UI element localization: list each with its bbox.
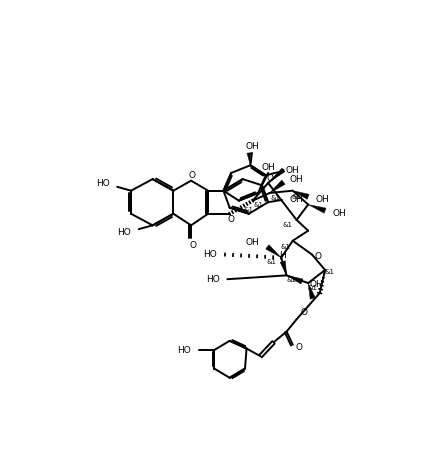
Text: OH: OH [246,238,259,247]
Polygon shape [280,261,287,275]
Text: &1: &1 [244,207,254,213]
Polygon shape [308,283,315,299]
Polygon shape [293,191,309,199]
Text: &1: &1 [271,195,281,200]
Text: O: O [266,174,273,183]
Text: &1: &1 [325,269,335,275]
Text: HO: HO [117,228,131,237]
Text: &1: &1 [254,202,264,208]
Text: OH: OH [290,175,304,184]
Text: &1: &1 [308,285,318,291]
Text: HO: HO [177,346,191,355]
Polygon shape [266,245,281,258]
Polygon shape [268,168,285,183]
Text: OH: OH [261,163,275,172]
Text: &1: &1 [280,244,290,250]
Text: OH: OH [310,280,324,289]
Text: &1: &1 [286,277,296,283]
Text: HO: HO [96,179,109,188]
Text: O: O [189,241,196,250]
Text: O: O [296,343,302,352]
Text: HO: HO [206,275,220,284]
Text: &1: &1 [282,221,293,227]
Text: O: O [188,171,195,180]
Text: OH: OH [286,166,300,175]
Text: O: O [315,253,322,261]
Polygon shape [247,153,251,165]
Text: H: H [279,251,286,260]
Polygon shape [308,205,326,213]
Text: OH: OH [316,195,329,205]
Text: HO: HO [204,250,217,259]
Text: &1: &1 [267,259,277,265]
Polygon shape [270,180,285,193]
Text: OH: OH [290,195,304,205]
Text: O: O [301,308,308,317]
Text: O: O [228,215,234,224]
Text: OH: OH [333,209,346,218]
Text: OH: OH [245,142,259,151]
Polygon shape [287,275,303,284]
Text: &1: &1 [292,194,301,200]
